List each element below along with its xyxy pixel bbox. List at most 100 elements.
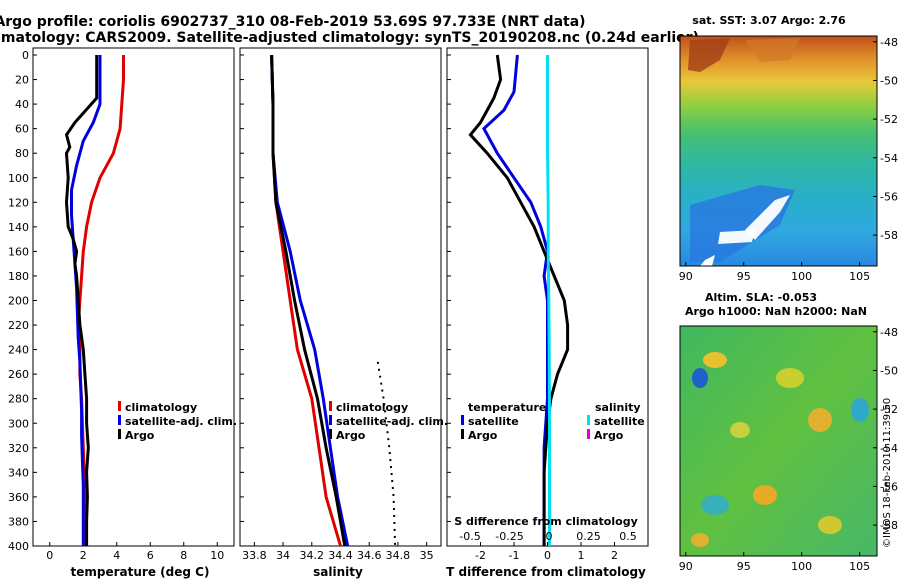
depth-tick-label: 260 xyxy=(8,368,29,381)
profile-line-t-argo xyxy=(468,54,570,546)
sst-map-lon-ticks: 90 95 100 105 xyxy=(679,262,870,283)
salinity-legend-climatology: climatology xyxy=(336,401,408,414)
depth-tick-label: 400 xyxy=(8,540,29,553)
legend-s-satellite: satellite xyxy=(594,415,645,428)
lon-tick-label: 105 xyxy=(849,560,870,573)
profile-line-argo xyxy=(270,54,347,547)
depth-tick-label: 220 xyxy=(8,319,29,332)
x-tick-label: 35 xyxy=(420,549,434,562)
lon-tick-label: 95 xyxy=(737,270,751,283)
salinity-legend: climatology satellite-adj. clim. Argo xyxy=(329,401,448,442)
salinity-panel-x-ticks: 33.8 34 34.2 34.4 34.6 34.8 35 xyxy=(242,542,434,562)
legend-swatch-s-satellite xyxy=(587,415,590,425)
depth-tick-label: 240 xyxy=(8,344,29,357)
lon-tick-label: 90 xyxy=(679,270,693,283)
salinity-legend-satellite-adj-clim: satellite-adj. clim. xyxy=(336,415,448,428)
lat-tick-label: -52 xyxy=(880,113,898,126)
s-difference-axis-label: S difference from climatology xyxy=(454,515,638,528)
legend-satellite-adj-clim: satellite-adj. clim. xyxy=(125,415,237,428)
sla-map-frame xyxy=(679,325,878,557)
x-tick-label: 2 xyxy=(611,549,618,562)
salinity-panel-frame xyxy=(239,47,442,547)
sst-map-title: sat. SST: 3.07 Argo: 2.76 xyxy=(692,14,846,27)
lat-tick-label: -48 xyxy=(880,36,898,49)
temperature-panel-x-ticks: 0 2 4 6 8 10 xyxy=(46,542,224,562)
lat-tick-label: -50 xyxy=(880,364,898,377)
s-diff-tick-label: 0 xyxy=(546,530,553,543)
profile-line-s-satellite xyxy=(546,55,551,546)
depth-tick-label: 380 xyxy=(8,515,29,528)
x-tick-label: 0 xyxy=(46,549,53,562)
sst-features xyxy=(688,38,800,266)
s-diff-tick-label: -0.25 xyxy=(495,530,523,543)
x-tick-label: 0 xyxy=(544,549,551,562)
x-tick-label: 4 xyxy=(113,549,120,562)
difference-profiles xyxy=(468,54,570,546)
x-tick-label: 34 xyxy=(276,549,290,562)
t-difference-axis-label: T difference from climatology xyxy=(446,565,646,579)
salinity-legend-swatch-satellite-adj xyxy=(329,415,332,425)
depth-tick-label: 40 xyxy=(15,98,29,111)
lat-tick-label: -54 xyxy=(880,442,898,455)
lon-tick-label: 95 xyxy=(737,560,751,573)
depth-tick-label: 160 xyxy=(8,245,29,258)
legend-t-argo: Argo xyxy=(468,429,498,442)
lat-tick-label: -48 xyxy=(880,326,898,339)
temperature-axis-label: temperature (deg C) xyxy=(71,565,210,579)
x-tick-label: 1 xyxy=(578,549,585,562)
depth-tick-label: 80 xyxy=(15,147,29,160)
salinity-legend-swatch-climatology xyxy=(329,401,332,411)
depth-tick-label: 320 xyxy=(8,442,29,455)
depth-tick-label: 300 xyxy=(8,417,29,430)
sla-map-title-line-2: Argo h1000: NaN h2000: NaN xyxy=(685,305,867,318)
sst-map: sat. SST: 3.07 Argo: 2.76 -48 -50 -52 -54 -5… xyxy=(679,14,898,283)
s-difference-ticks: -0.5 -0.25 0 0.25 0.5 xyxy=(459,530,636,543)
profile-line-argo xyxy=(64,55,99,546)
profile-line-satellite-adj-clim- xyxy=(270,54,350,547)
x-tick-label: 34.4 xyxy=(328,549,353,562)
salinity-panel: 33.8 34 34.2 34.4 34.6 34.8 35 salinity climat… xyxy=(239,47,448,579)
legend-argo: Argo xyxy=(125,429,155,442)
temperature-panel: 0204060801001201401601802002202402602803… xyxy=(8,47,451,579)
temperature-legend: climatology satellite-adj. clim. Argo xyxy=(118,401,237,442)
x-tick-label: 6 xyxy=(147,549,154,562)
sla-map: Altim. SLA: -0.053 Argo h1000: NaN h2000… xyxy=(679,291,898,573)
s-diff-tick-label: 0.25 xyxy=(576,530,601,543)
x-tick-label: 34.8 xyxy=(386,549,411,562)
imos-timestamp: ©IMOS 18-Feb-2019 11:39:50 xyxy=(882,398,893,548)
salinity-legend-argo: Argo xyxy=(336,429,366,442)
depth-tick-label: 60 xyxy=(15,123,29,136)
x-tick-label: 8 xyxy=(180,549,187,562)
x-tick-label: 33.8 xyxy=(242,549,267,562)
depth-tick-label: 180 xyxy=(8,270,29,283)
depth-tick-label: 200 xyxy=(8,295,29,308)
profile-line-t-satellite xyxy=(482,54,550,546)
x-tick-label: -1 xyxy=(509,549,520,562)
lat-tick-label: -56 xyxy=(880,190,898,203)
legend-salinity-header: salinity xyxy=(595,401,641,414)
sla-features xyxy=(691,352,869,547)
lat-tick-label: -50 xyxy=(880,74,898,87)
lat-tick-label: -56 xyxy=(880,480,898,493)
temperature-profiles xyxy=(64,55,125,546)
temperature-panel-frame xyxy=(32,47,235,547)
lon-tick-label: 100 xyxy=(791,560,812,573)
x-tick-label: 34.6 xyxy=(357,549,382,562)
depth-tick-label: 340 xyxy=(8,466,29,479)
difference-legend: temperature satellite Argo salinity sate… xyxy=(461,401,645,442)
depth-tick-label: 20 xyxy=(15,74,29,87)
depth-tick-label: 360 xyxy=(8,491,29,504)
legend-swatch-climatology xyxy=(118,401,121,411)
legend-swatch-t-argo xyxy=(461,429,464,439)
legend-temperature-header: temperature xyxy=(468,401,546,414)
profile-line-clim-std xyxy=(376,361,397,547)
depth-tick-label: 280 xyxy=(8,393,29,406)
s-diff-tick-label: -0.5 xyxy=(459,530,480,543)
profile-line-climatology xyxy=(76,55,125,546)
legend-swatch-s-argo xyxy=(587,429,590,439)
depth-tick-label: 0 xyxy=(22,49,29,62)
legend-climatology: climatology xyxy=(125,401,197,414)
title-line-2: Climatology: CARS2009. Satellite-adjuste… xyxy=(0,30,699,46)
lat-tick-label: -54 xyxy=(880,152,898,165)
sst-map-lat-ticks: -48 -50 -52 -54 -56 -58 xyxy=(873,36,898,242)
